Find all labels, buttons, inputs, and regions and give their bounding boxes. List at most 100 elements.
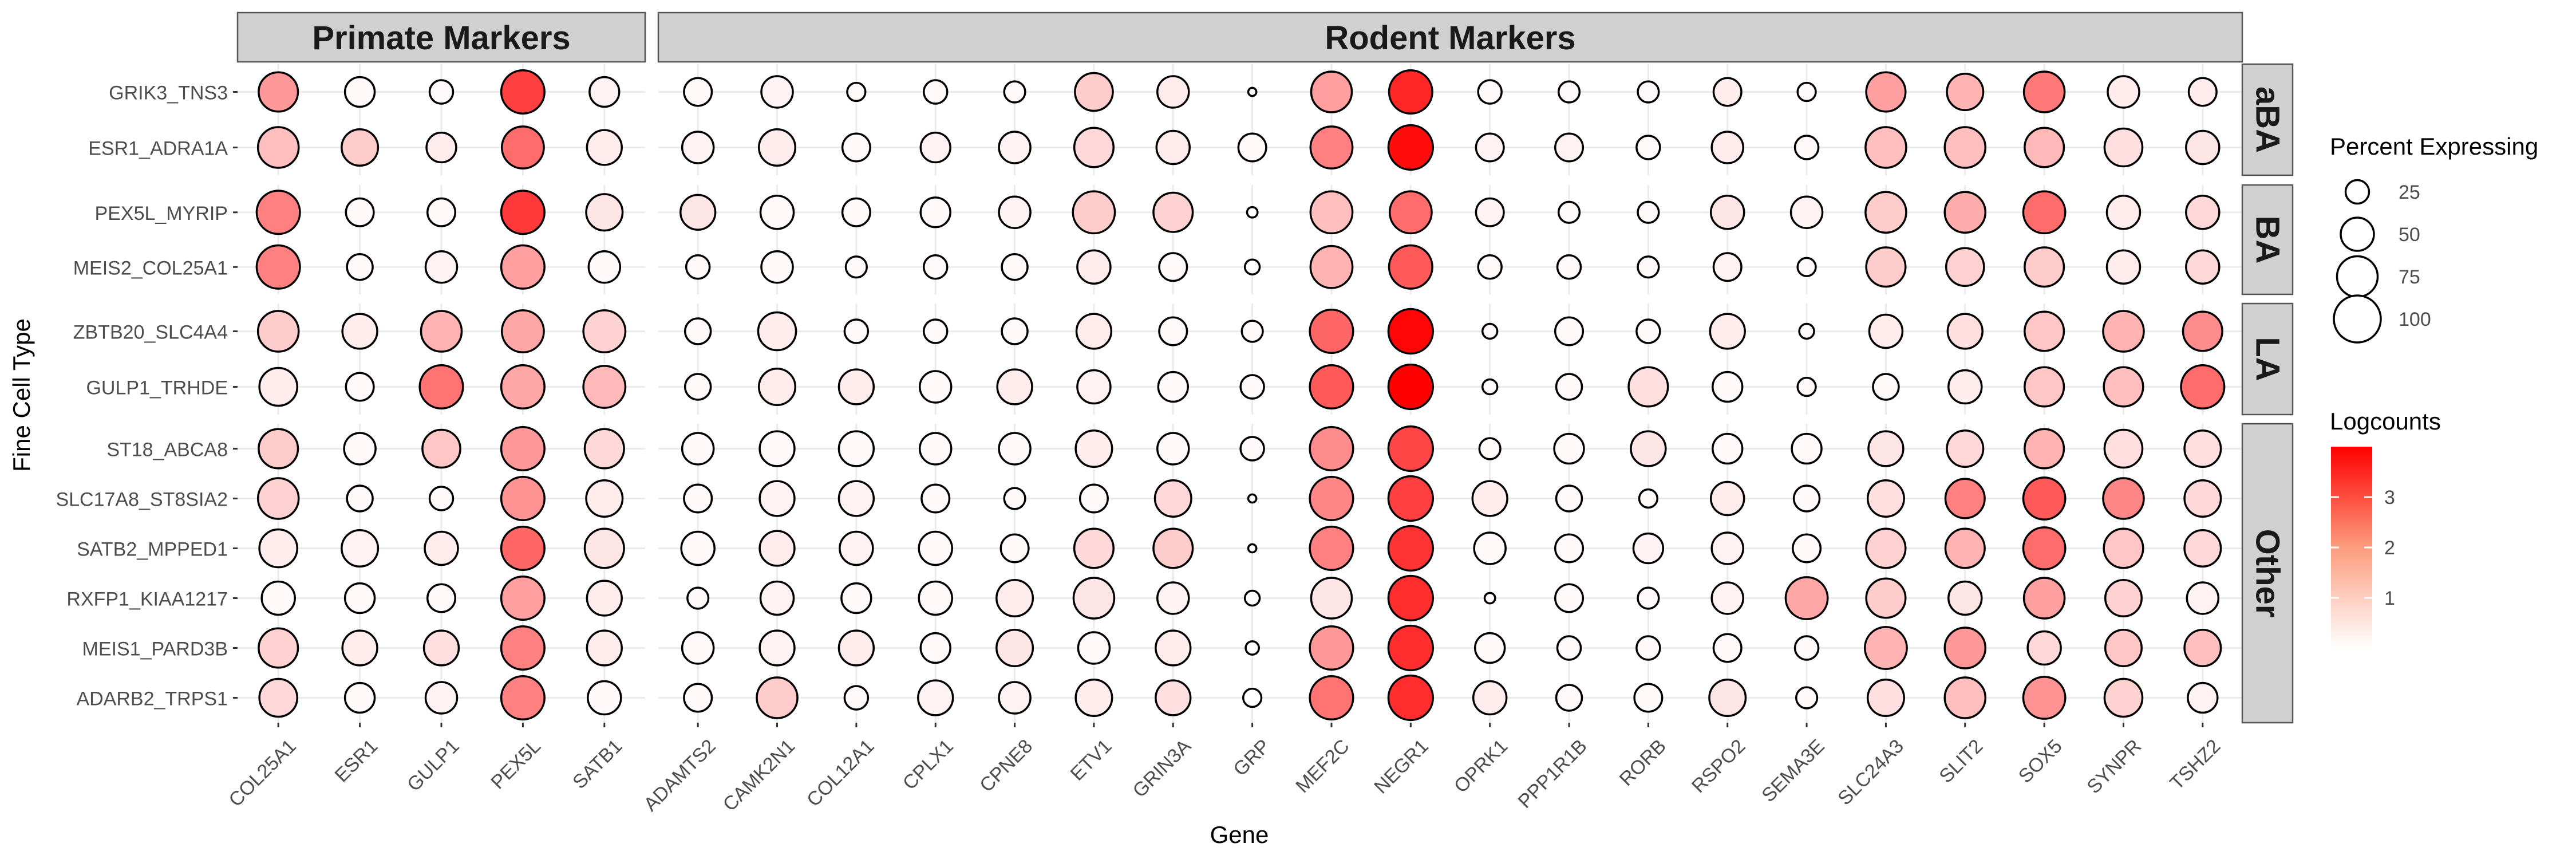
row-strip-label-la: LA: [2249, 337, 2286, 381]
dot-satb2-mpped1-sox5: [2022, 526, 2067, 570]
dot-slc17a8-st8sia2-adamts2: [683, 483, 713, 514]
dot-grik3-tns3-rspo2: [1712, 77, 1743, 107]
dot-meis1-pard3b-grp: [1244, 640, 1260, 656]
dot-rxfp1-kiaa1217-esr1: [343, 582, 376, 614]
dot-st18-abca8-sox5: [2024, 428, 2065, 470]
dot-meis2-col25a1-rorb: [1637, 255, 1660, 279]
dot-zbtb20-slc4a4-adamts2: [683, 317, 712, 345]
dot-rxfp1-kiaa1217-cplx1: [918, 580, 953, 616]
dot-rxfp1-kiaa1217-oprk1: [1483, 592, 1496, 605]
dot-adarb2-trps1-tshz2: [2187, 681, 2219, 714]
x-tick-label-grin3a: GRIN3A: [1129, 735, 1196, 802]
facet-strips: Primate Markers Rodent Markers aBA BA LA Othe…: [236, 11, 2294, 724]
dot-meis1-pard3b-cpne8: [995, 628, 1034, 668]
dot-meis2-col25a1-satb1: [587, 250, 622, 284]
dot-st18-abca8-cplx1: [918, 432, 953, 466]
dot-meis1-pard3b-esr1: [341, 629, 378, 667]
dot-meis1-pard3b-rorb: [1635, 635, 1661, 661]
dot-grik3-tns3-oprk1: [1477, 79, 1503, 105]
dot-grik3-tns3-satb1: [588, 76, 621, 108]
dot-grik3-tns3-ppp1r1b: [1557, 80, 1581, 104]
dot-adarb2-trps1-cpne8: [998, 681, 1032, 715]
dot-gulp1-trhde-etv1: [1076, 369, 1112, 405]
dot-st18-abca8-oprk1: [1478, 437, 1502, 460]
color-legend-label-3: 3: [2384, 487, 2395, 509]
dot-meis1-pard3b-etv1: [1077, 631, 1111, 665]
dot-gulp1-trhde-tshz2: [2180, 364, 2226, 410]
dot-grik3-tns3-col12a1: [846, 81, 867, 103]
dot-meis1-pard3b-mef2c: [1309, 625, 1354, 671]
dot-esr1-adra1a-etv1: [1073, 127, 1115, 168]
dot-grik3-tns3-cplx1: [922, 79, 949, 105]
dot-zbtb20-slc4a4-pex5l: [500, 309, 545, 353]
dot-esr1-adra1a-sox5: [2024, 127, 2065, 168]
dot-esr1-adra1a-oprk1: [1475, 132, 1505, 163]
dot-st18-abca8-col25a1: [258, 428, 299, 470]
y-tick-label-satb2-mpped1: SATB2_MPPED1: [77, 539, 228, 561]
dot-grik3-tns3-adamts2: [683, 77, 713, 107]
dot-meis1-pard3b-col12a1: [837, 629, 875, 667]
dot-satb2-mpped1-satb1: [583, 527, 625, 569]
dot-adarb2-trps1-pex5l: [500, 675, 546, 721]
dot-meis2-col25a1-slit2: [1945, 247, 1985, 287]
dot-pex5l-myrip-pex5l: [500, 190, 546, 235]
dot-slc17a8-st8sia2-col25a1: [256, 477, 300, 520]
dot-marks: [255, 69, 2226, 722]
dot-st18-abca8-mef2c: [1309, 425, 1354, 472]
dot-slc17a8-st8sia2-cplx1: [920, 483, 951, 514]
color-legend-label-1: 1: [2384, 588, 2395, 609]
row-strip-label-other: Other: [2249, 529, 2286, 618]
dot-pex5l-myrip-gulp1: [426, 197, 457, 227]
dot-st18-abca8-etv1: [1074, 429, 1113, 468]
dot-st18-abca8-esr1: [343, 432, 377, 466]
dot-meis1-pard3b-slc24a3: [1864, 626, 1908, 670]
dot-gulp1-trhde-negr1: [1387, 363, 1434, 411]
dot-esr1-adra1a-cplx1: [919, 131, 951, 164]
dot-st18-abca8-negr1: [1387, 425, 1434, 472]
dot-meis2-col25a1-gulp1: [424, 250, 459, 284]
dot-zbtb20-slc4a4-slc24a3: [1868, 313, 1904, 349]
dot-rxfp1-kiaa1217-rorb: [1637, 586, 1660, 610]
dot-gulp1-trhde-grp: [1239, 374, 1265, 400]
dot-gulp1-trhde-rorb: [1627, 366, 1669, 408]
dot-rxfp1-kiaa1217-etv1: [1072, 577, 1116, 620]
dot-adarb2-trps1-adamts2: [683, 683, 713, 713]
dot-adarb2-trps1-grp: [1242, 687, 1263, 708]
dot-esr1-adra1a-tshz2: [2185, 129, 2221, 166]
dot-satb2-mpped1-sema3e: [1792, 533, 1822, 564]
column-strip-primate-markers: [236, 11, 646, 63]
dot-slc17a8-st8sia2-slc24a3: [1866, 479, 1905, 518]
size-legend-label-100: 100: [2399, 309, 2431, 330]
dot-rxfp1-kiaa1217-adamts2: [686, 586, 710, 610]
dot-gulp1-trhde-slc24a3: [1872, 373, 1900, 401]
dot-meis1-pard3b-gulp1: [422, 629, 460, 667]
dot-adarb2-trps1-negr1: [1387, 674, 1434, 722]
dot-slc17a8-st8sia2-grin3a: [1153, 479, 1192, 518]
x-tick-label-adamts2: ADAMTS2: [639, 735, 720, 815]
dot-gulp1-trhde-gulp1: [418, 364, 464, 410]
dot-gulp1-trhde-col25a1: [258, 367, 299, 407]
x-tick-label-camk2n1: CAMK2N1: [719, 735, 799, 815]
dot-satb2-mpped1-cpne8: [999, 533, 1030, 564]
x-tick-label-sema3e: SEMA3E: [1757, 735, 1828, 806]
dot-esr1-adra1a-pex5l: [500, 125, 545, 170]
dot-meis2-col25a1-rspo2: [1712, 252, 1743, 282]
x-tick-label-col25a1: COL25A1: [224, 735, 300, 811]
dot-adarb2-trps1-slc24a3: [1866, 678, 1905, 718]
dot-rxfp1-kiaa1217-cpne8: [995, 578, 1034, 618]
y-tick-label-adarb2-trps1: ADARB2_TRPS1: [76, 688, 228, 710]
dot-st18-abca8-ppp1r1b: [1553, 432, 1585, 465]
dot-slc17a8-st8sia2-grp: [1247, 493, 1258, 504]
dot-meis2-col25a1-ppp1r1b: [1556, 254, 1582, 280]
x-tick-label-ppp1r1b: PPP1R1B: [1514, 735, 1591, 813]
dot-gulp1-trhde-grin3a: [1157, 371, 1189, 403]
dot-pex5l-myrip-negr1: [1388, 190, 1433, 235]
dot-zbtb20-slc4a4-col12a1: [843, 318, 870, 344]
dot-grik3-tns3-slc24a3: [1865, 71, 1907, 113]
row-strip-other: [2241, 423, 2294, 724]
dot-satb2-mpped1-grp: [1247, 543, 1258, 554]
dot-satb2-mpped1-camk2n1: [758, 530, 796, 567]
dot-meis2-col25a1-tshz2: [2185, 249, 2221, 285]
dot-esr1-adra1a-negr1: [1387, 124, 1434, 171]
dot-zbtb20-slc4a4-cpne8: [1001, 317, 1029, 345]
